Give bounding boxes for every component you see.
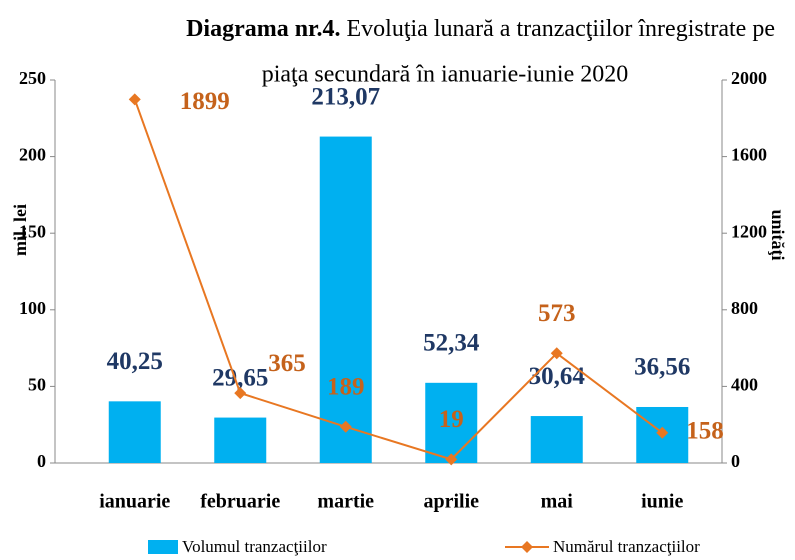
y-tick-label: 0 <box>37 451 46 471</box>
data-label: 1899 <box>180 88 230 115</box>
legend-swatch <box>148 540 178 554</box>
legend-label: Numărul tranzacţiilor <box>553 537 700 556</box>
data-label: 30,64 <box>529 363 586 390</box>
marker <box>445 453 458 466</box>
y2-tick-label: 800 <box>731 298 758 318</box>
data-label: 19 <box>439 406 464 433</box>
marker <box>550 347 563 360</box>
bar <box>108 401 161 463</box>
marker <box>234 387 247 400</box>
bar <box>214 417 267 463</box>
y-tick-label: 150 <box>19 221 46 241</box>
y2-tick-label: 2000 <box>731 68 767 88</box>
legend-label: Volumul tranzacţiilor <box>182 537 327 556</box>
chart-title: piaţa secundară în ianuarie-iunie 2020 <box>262 62 629 88</box>
y2-tick-label: 1200 <box>731 221 767 241</box>
y-tick-label: 200 <box>19 145 46 165</box>
x-tick-label: iunie <box>641 491 683 513</box>
data-label: 573 <box>538 300 576 327</box>
bar <box>530 416 583 463</box>
bar <box>425 382 478 463</box>
title-line: Evoluţia lunară a tranzacţiilor înregist… <box>347 16 775 42</box>
data-label: 213,07 <box>311 83 380 110</box>
y2-axis-label: unităţi <box>768 209 788 260</box>
y2-tick-label: 1600 <box>731 145 767 165</box>
y2-tick-label: 400 <box>731 375 758 395</box>
marker <box>656 426 669 439</box>
marker <box>339 420 352 433</box>
data-label: 29,65 <box>212 364 268 391</box>
y-tick-label: 100 <box>19 298 46 318</box>
x-tick-label: ianuarie <box>99 491 170 513</box>
data-label: 36,56 <box>634 354 690 381</box>
data-label: 189 <box>327 374 365 401</box>
title-bold: Diagrama nr.4. <box>186 16 340 42</box>
y-tick-label: 250 <box>19 68 46 88</box>
chart-title: Diagrama nr.4. Evoluţia lunară a tranzac… <box>186 16 775 42</box>
data-label: 158 <box>686 417 724 444</box>
y-axis-label: mil. lei <box>10 204 30 256</box>
x-tick-label: mai <box>541 491 574 513</box>
data-label: 365 <box>268 350 306 377</box>
marker <box>128 93 141 106</box>
bar <box>319 136 372 463</box>
y-tick-label: 50 <box>28 375 46 395</box>
data-label: 40,25 <box>107 348 163 375</box>
x-tick-label: februarie <box>200 491 280 513</box>
y2-tick-label: 0 <box>731 451 740 471</box>
data-label: 52,34 <box>423 330 480 357</box>
line <box>133 99 663 461</box>
x-tick-label: aprilie <box>423 491 479 513</box>
legend-marker <box>521 541 533 553</box>
x-tick-label: martie <box>317 491 374 513</box>
